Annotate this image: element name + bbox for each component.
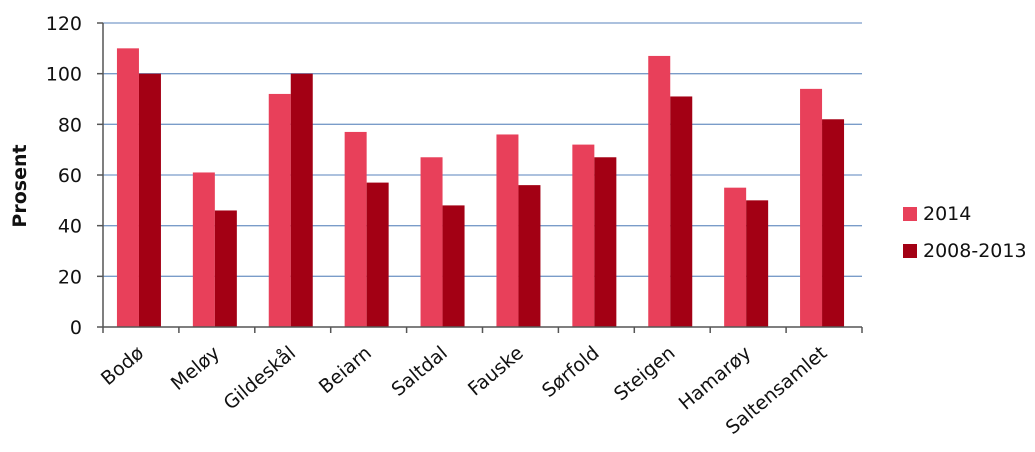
bar-2008-2013-3: [366, 182, 389, 327]
bar-2014-4: [420, 157, 443, 327]
bar-2008-2013-5: [518, 185, 541, 327]
bar-2014-0: [116, 48, 139, 327]
bar-2014-6: [572, 144, 595, 327]
category-label: Beiarn: [315, 342, 376, 398]
bar-2008-2013-0: [138, 73, 161, 328]
category-label: Gildeskål: [219, 341, 300, 414]
bar-2014-1: [192, 172, 215, 327]
bar-2008-2013-6: [594, 157, 617, 327]
bar-2008-2013-8: [746, 200, 769, 327]
category-label: Saltdal: [388, 342, 452, 401]
category-label: Bodø: [97, 342, 148, 390]
y-tick-label: 40: [58, 216, 82, 238]
legend-item-2008-2013: 2008-2013: [903, 237, 1027, 265]
bar-2014-3: [344, 131, 367, 327]
bar-2008-2013-2: [290, 73, 313, 328]
bar-2008-2013-1: [214, 210, 237, 327]
category-label: Steigen: [610, 342, 680, 405]
legend-label-2008-2013: 2008-2013: [923, 240, 1027, 262]
bar-2014-7: [648, 55, 671, 327]
legend-swatch-2014: [903, 207, 917, 221]
category-label: Sørfold: [538, 342, 604, 402]
legend-item-2014: 2014: [903, 200, 1027, 228]
bar-2014-9: [800, 88, 823, 327]
y-tick-label: 0: [70, 317, 82, 339]
axes: [97, 22, 863, 333]
y-axis-title: Prosent: [9, 144, 31, 227]
y-tick-label: 120: [46, 13, 82, 35]
bar-2008-2013-9: [822, 119, 845, 328]
bar-2014-2: [268, 93, 291, 327]
legend-swatch-2008-2013: [903, 244, 917, 258]
legend-label-2014: 2014: [923, 203, 972, 225]
bar-2014-8: [724, 187, 747, 327]
y-tick-labels: 0 20 40 60 80 100 120: [46, 13, 82, 339]
y-tick-label: 80: [58, 114, 82, 136]
y-tick-label: 20: [58, 266, 82, 288]
category-label: Meløy: [167, 342, 224, 395]
y-tick-label: 100: [46, 64, 82, 86]
y-tick-label: 60: [58, 165, 82, 187]
bar-2014-5: [496, 134, 519, 327]
bar-2008-2013-7: [670, 96, 693, 327]
bars: [116, 48, 845, 328]
bar-2008-2013-4: [442, 205, 465, 327]
legend: 2014 2008-2013: [903, 200, 1027, 274]
category-label: Fauske: [464, 342, 528, 401]
